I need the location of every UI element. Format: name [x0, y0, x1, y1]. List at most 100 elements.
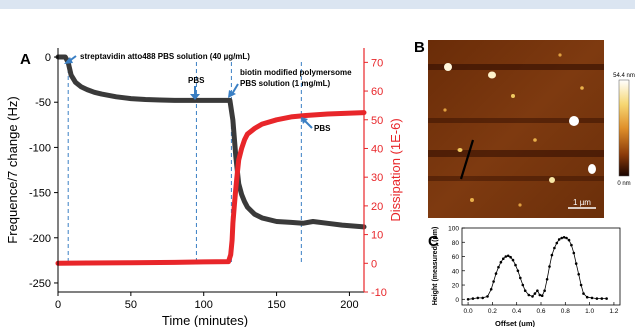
x-axis-label: Time (minutes): [162, 313, 248, 327]
afm-particle: [518, 203, 522, 207]
afm-scale-label: 1 µm: [573, 198, 591, 207]
profile-point: [497, 265, 500, 269]
profile-point: [494, 272, 498, 275]
profile-point: [579, 283, 583, 287]
profile-point: [567, 238, 571, 242]
profile-point: [595, 297, 599, 300]
dissipation-series-line: [55, 110, 367, 266]
afm-image: [428, 40, 604, 218]
profile-point: [540, 294, 544, 298]
y2-tick-label: 0: [371, 258, 377, 270]
y2-tick-label: 40: [371, 143, 383, 155]
y2-tick-label: 10: [371, 230, 383, 242]
profile-x-tick-label: 0.0: [464, 308, 473, 315]
profile-y-tick-label: 60: [452, 254, 460, 261]
profile-point: [519, 276, 522, 280]
y-tick-label: -50: [35, 97, 51, 109]
y2-tick-label: -10: [371, 287, 387, 299]
y2-tick-label: 50: [371, 115, 383, 127]
colorbar-min-label: 0 nm: [617, 181, 630, 187]
profile-point: [570, 243, 573, 247]
annotation-pbs-1: PBS: [188, 76, 205, 85]
profile-point: [476, 296, 480, 300]
afm-particle: [444, 63, 452, 71]
profile-point: [553, 246, 556, 250]
profile-point: [582, 292, 585, 295]
y-tick-label: -150: [29, 188, 51, 200]
profile-point: [486, 295, 489, 298]
profile-point: [536, 289, 539, 293]
y-tick-label: 0: [45, 52, 51, 64]
profile-point: [605, 297, 608, 300]
profile-point: [562, 236, 566, 239]
profile-x-tick-label: 0.6: [536, 308, 545, 315]
profile-point: [557, 238, 561, 241]
y-tick-label: -100: [29, 142, 51, 154]
x-tick-label: 200: [340, 299, 358, 311]
arrow-head-pbs-2: [301, 117, 308, 124]
profile-point: [533, 292, 537, 295]
profile-point: [502, 257, 505, 261]
y-tick-label: -250: [29, 278, 51, 290]
profile-y-tick-label: 20: [452, 283, 460, 290]
profile-point: [504, 255, 508, 258]
x-tick-label: 100: [195, 299, 213, 311]
y2-axis-label: Dissipation (1E-6): [388, 118, 403, 221]
profile-point: [555, 241, 559, 245]
frequency-series-line: [55, 54, 367, 230]
profile-point: [481, 296, 485, 300]
profile-point: [489, 288, 493, 291]
profile-x-tick-label: 0.8: [561, 308, 570, 315]
arrow-head-biotin: [228, 90, 236, 98]
profile-point: [492, 280, 495, 283]
profile-point: [590, 296, 594, 300]
arrow-head-streptavidin: [64, 57, 73, 64]
arrow-pbs-2: [304, 120, 313, 129]
profile-y-tick-label: 100: [448, 226, 459, 233]
profile-point: [548, 265, 551, 268]
profile-point: [572, 251, 576, 255]
afm-particle: [580, 86, 584, 90]
profile-point: [521, 283, 525, 287]
afm-streak: [428, 64, 604, 70]
profile-x-tick-label: 1.0: [585, 308, 594, 315]
profile-point: [509, 255, 512, 259]
afm-particle: [457, 148, 463, 152]
y2-tick-label: 20: [371, 201, 383, 213]
annotation-pbs-2: PBS: [314, 124, 331, 133]
x-tick-label: 50: [125, 299, 137, 311]
profile-point: [511, 258, 515, 262]
profile-point: [565, 236, 568, 240]
profile-y-tick-label: 40: [452, 268, 460, 275]
afm-particle: [588, 164, 596, 174]
annotation-biotin-line2: PBS solution (1 mg/mL): [240, 79, 331, 88]
profile-x-tick-label: 0.2: [488, 308, 497, 315]
y2-tick-label: 30: [371, 172, 383, 184]
colorbar-max-label: 54.4 nm: [613, 73, 635, 79]
afm-features: [428, 53, 604, 209]
y-tick-label: -200: [29, 233, 51, 245]
profile-series-line: [468, 236, 607, 300]
profile-point: [545, 278, 549, 281]
profile-y-tick-label: 80: [452, 240, 460, 247]
profile-point: [523, 289, 527, 293]
x-tick-label: 0: [55, 299, 61, 311]
header-band: [0, 0, 635, 9]
afm-particle: [511, 94, 515, 98]
afm-streak: [428, 150, 604, 157]
afm-particle: [488, 71, 496, 79]
profile-plot-frame: [461, 227, 621, 306]
profile-point: [527, 293, 531, 297]
profile-point: [499, 260, 503, 264]
profile-point: [550, 253, 554, 257]
afm-particle: [558, 53, 562, 57]
qcm-chart: A 0-50-100-150-200-250 706050403020100-1…: [5, 48, 403, 327]
profile-point: [538, 293, 542, 297]
profile-point: [600, 297, 604, 300]
profile-point: [466, 298, 470, 301]
x-tick-label: 150: [267, 299, 285, 311]
profile-x-tick-label: 0.4: [512, 308, 521, 315]
afm-particle: [470, 198, 474, 202]
profile-point: [514, 263, 517, 267]
profile-point: [516, 269, 520, 273]
